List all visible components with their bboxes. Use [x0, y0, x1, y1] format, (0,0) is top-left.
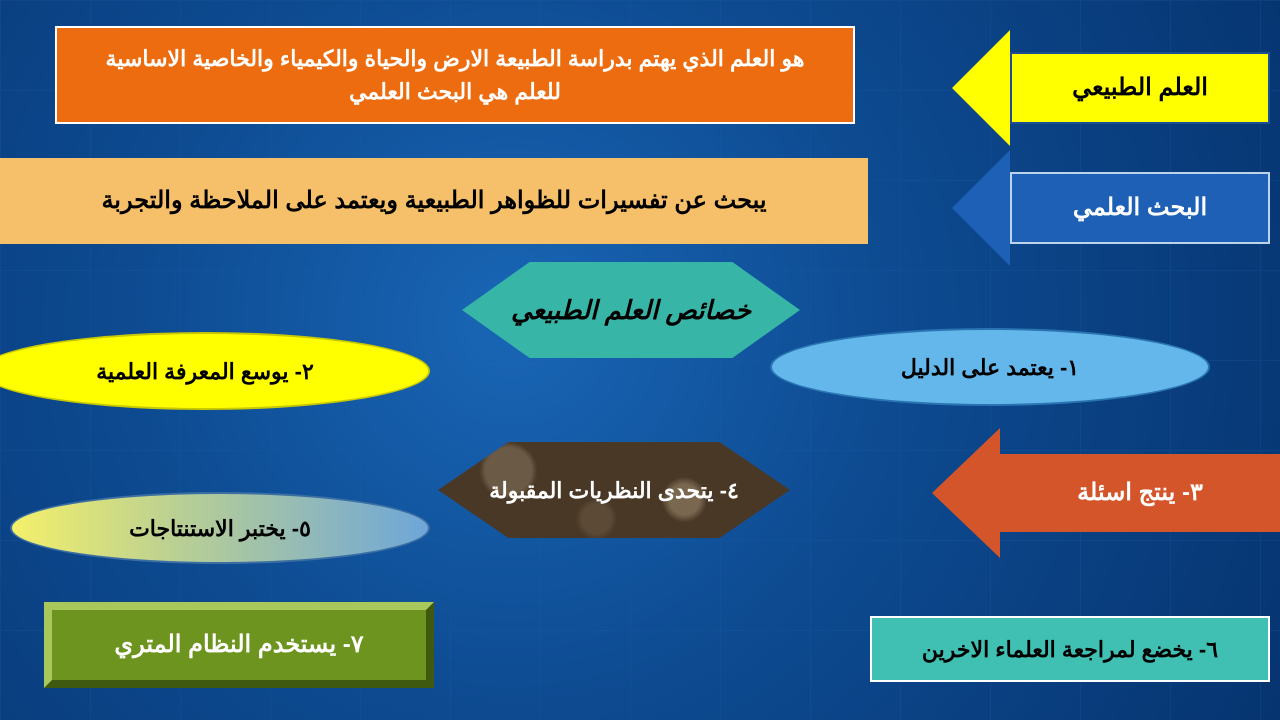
arrow-natural-science-label: العلم الطبيعي [1072, 70, 1208, 106]
arrow-body: العلم الطبيعي [1010, 52, 1270, 124]
ellipse-item-2: ٢- يوسع المعرفة العلمية [0, 332, 430, 410]
box-research-definition-label: يبحث عن تفسيرات للظواهر الطبيعية ويعتمد … [101, 183, 766, 219]
ellipse-item-2-label: ٢- يوسع المعرفة العلمية [96, 355, 314, 388]
arrow-tip-icon [952, 30, 1010, 146]
arrow-tip-icon [952, 150, 1010, 266]
box-item-7: ٧- يستخدم النظام المتري [44, 602, 434, 688]
arrow-item-3: ٣- ينتج اسئلة [932, 428, 1280, 558]
arrow-body: البحث العلمي [1010, 172, 1270, 244]
box-item-7-label: ٧- يستخدم النظام المتري [114, 627, 363, 663]
arrow-natural-science: العلم الطبيعي [952, 30, 1270, 146]
hex-characteristics-title-label: خصائص العلم الطبيعي [511, 291, 751, 330]
arrow-scientific-research: البحث العلمي [952, 150, 1270, 266]
ellipse-item-1-label: ١- يعتمد على الدليل [901, 351, 1079, 384]
hex-item-4-label: ٤- يتحدى النظريات المقبولة [489, 474, 739, 507]
ellipse-item-5-label: ٥- يختبر الاستنتاجات [129, 512, 311, 545]
box-definition: هو العلم الذي يهتم بدراسة الطبيعة الارض … [55, 26, 855, 124]
ellipse-item-5: ٥- يختبر الاستنتاجات [10, 492, 430, 564]
box-definition-label: هو العلم الذي يهتم بدراسة الطبيعة الارض … [81, 42, 829, 108]
arrow-tip-icon [932, 428, 1000, 558]
arrow-item-3-label: ٣- ينتج اسئلة [1077, 475, 1203, 511]
box-item-6-label: ٦- يخضع لمراجعة العلماء الاخرين [922, 633, 1218, 666]
arrow-body: ٣- ينتج اسئلة [1000, 454, 1280, 532]
box-item-6: ٦- يخضع لمراجعة العلماء الاخرين [870, 616, 1270, 682]
arrow-scientific-research-label: البحث العلمي [1073, 190, 1207, 226]
hex-characteristics-title: خصائص العلم الطبيعي [462, 262, 800, 358]
box-research-definition: يبحث عن تفسيرات للظواهر الطبيعية ويعتمد … [0, 158, 868, 244]
hex-item-4: ٤- يتحدى النظريات المقبولة [438, 442, 790, 538]
ellipse-item-1: ١- يعتمد على الدليل [770, 328, 1210, 406]
